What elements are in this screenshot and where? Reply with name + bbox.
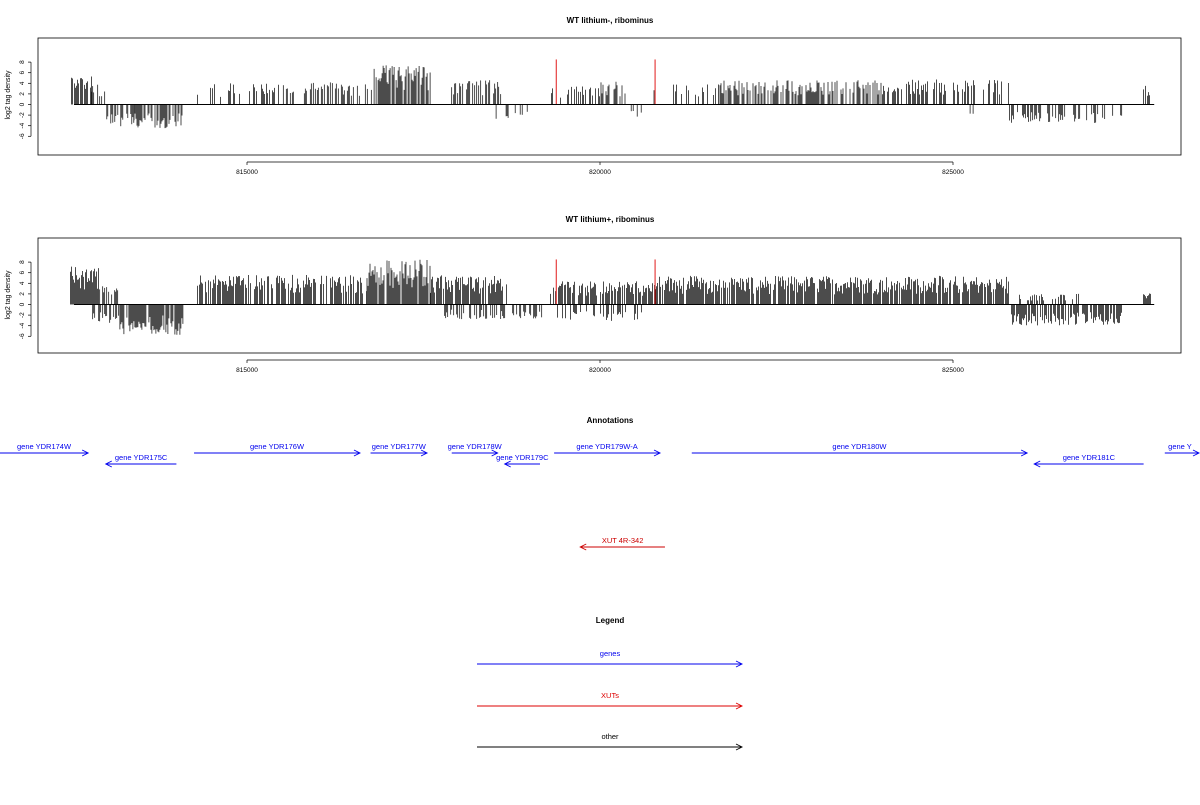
feature-arrowhead [1192, 449, 1200, 457]
annotation-feature: gene YDR178W [448, 442, 503, 457]
track-2-title: WT lithium+, ribominus [566, 215, 655, 224]
feature-arrowhead [104, 460, 113, 468]
track-1-title: WT lithium-, ribominus [567, 16, 654, 25]
track-1-plot-frame [37, 37, 1182, 156]
annotation-feature: gene YDR179W-A [554, 442, 662, 457]
legend-label: genes [600, 649, 621, 658]
feature-arrowhead [579, 543, 587, 551]
track-1-x-axis: 815000 820000 825000 [236, 161, 964, 176]
track-2-x-axis: 815000 820000 825000 [236, 359, 964, 374]
x-tick-label: 825000 [942, 367, 964, 374]
y-tick-label: 8 [19, 60, 26, 64]
legend-label: other [601, 732, 619, 741]
annotation-feature: gene YDR181C [1033, 453, 1144, 468]
feature-arrowhead [491, 449, 499, 457]
annotation-feature: gene YDR177W [370, 442, 429, 457]
legend-item: other [477, 732, 744, 751]
annotation-features: gene YDR174W gene YDR175C gene YDR176W gene… [0, 442, 1200, 551]
feature-arrowhead [1020, 449, 1029, 457]
x-tick-label: 820000 [589, 367, 611, 374]
feature-arrowhead [1033, 460, 1041, 468]
track-panel-2: WT lithium+, ribominus log2 tag density … [5, 215, 1182, 374]
y-tick-label: 0 [19, 302, 26, 306]
x-tick-label: 825000 [942, 169, 964, 176]
y-tick-label: -2 [19, 112, 26, 118]
annotation-label: gene YDR176W [250, 442, 305, 451]
annotation-label: gene YDR180W [832, 442, 887, 451]
y-tick-label: 8 [19, 260, 26, 264]
track-1-ylabel: log2 tag density [5, 70, 12, 120]
track-2-plot-frame [37, 237, 1182, 354]
y-tick-label: -6 [19, 133, 26, 139]
annotation-label: XUT 4R-342 [602, 536, 644, 545]
track-2-highlights [555, 259, 656, 305]
track-2-ylabel: log2 tag density [5, 270, 12, 320]
legend-items: genes XUTs other [477, 649, 744, 751]
track-2-bars [70, 259, 1151, 335]
y-tick-label: 0 [19, 102, 26, 106]
legend-title: Legend [596, 616, 625, 625]
legend-item: genes [477, 649, 744, 668]
annotation-feature: gene YDR174W [0, 442, 90, 457]
track-panel-1: WT lithium-, ribominus log2 tag density … [5, 16, 1182, 176]
y-tick-label: 4 [19, 281, 26, 285]
track-2-y-axis: -6 -4 -2 0 2 4 6 8 [19, 260, 32, 339]
annotation-label: gene YDR179W-A [576, 442, 637, 451]
annotation-label: gene YDR174W [17, 442, 72, 451]
feature-arrowhead [81, 449, 90, 457]
annotation-label: gene YDR179C [496, 453, 549, 462]
track-1-bars [71, 65, 1150, 129]
y-tick-label: -2 [19, 312, 26, 318]
feature-arrowhead [353, 449, 361, 457]
x-tick-label: 815000 [236, 367, 258, 374]
feature-arrowhead [653, 449, 662, 457]
annotation-feature: gene YDR180W [691, 442, 1029, 457]
annotation-label: gene YDR178W [448, 442, 503, 451]
x-tick-label: 820000 [589, 169, 611, 176]
legend-panel: Legend genes XUTs other [477, 616, 744, 751]
feature-arrowhead [503, 460, 511, 468]
feature-arrowhead [735, 743, 744, 751]
annotation-feature: gene YDR175C [104, 453, 177, 468]
y-tick-label: 6 [19, 71, 26, 75]
annotation-feature: XUT 4R-342 [579, 536, 665, 551]
annotation-label: gene YDR175C [115, 453, 168, 462]
y-tick-label: -6 [19, 333, 26, 339]
annotation-feature: gene YDR179C [496, 453, 549, 468]
y-tick-label: -4 [19, 322, 26, 328]
annotation-label: gene Y [1168, 442, 1192, 451]
track-1-highlights [555, 59, 656, 105]
feature-arrowhead [735, 702, 744, 710]
annotation-label: gene YDR181C [1063, 453, 1116, 462]
legend-item: XUTs [477, 691, 744, 710]
track-1-y-axis: -6 -4 -2 0 2 4 6 8 [19, 60, 32, 139]
y-tick-label: 2 [19, 92, 26, 96]
feature-arrowhead [420, 449, 429, 457]
annotation-feature: gene Y [1164, 442, 1200, 457]
feature-arrowhead [735, 660, 744, 668]
y-tick-label: 2 [19, 292, 26, 296]
legend-label: XUTs [601, 691, 619, 700]
annotation-label: gene YDR177W [372, 442, 427, 451]
y-tick-label: -4 [19, 122, 26, 128]
y-tick-label: 6 [19, 271, 26, 275]
x-tick-label: 815000 [236, 169, 258, 176]
annotation-feature: gene YDR176W [194, 442, 361, 457]
y-tick-label: 4 [19, 81, 26, 85]
annotations-title: Annotations [587, 416, 634, 425]
